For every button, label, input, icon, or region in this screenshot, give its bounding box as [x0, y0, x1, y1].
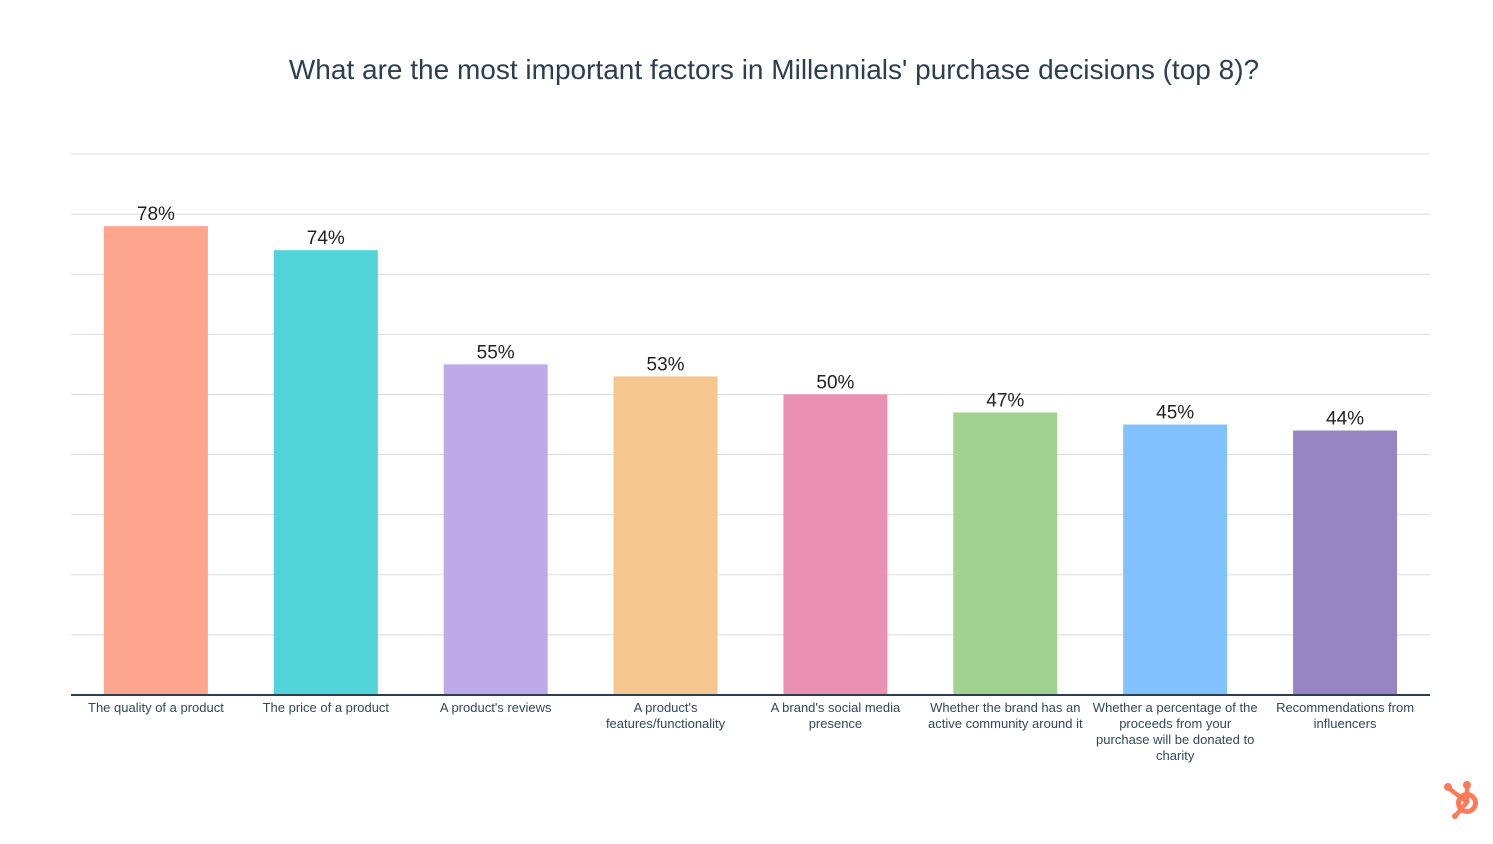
bar-8: [1293, 430, 1398, 695]
chart-title: What are the most important factors in M…: [288, 54, 1260, 85]
category-label-7: Whether a percentage of the proceeds fro…: [1092, 700, 1258, 763]
category-label-5: A brand's social media presence: [770, 700, 901, 731]
bar-6: [953, 412, 1058, 695]
bar-1: [103, 226, 208, 695]
data-label-7: 45%: [1156, 403, 1194, 424]
category-label-2: The price of a product: [262, 700, 390, 715]
hubspot-sprocket-icon: [1444, 781, 1478, 819]
data-label-3: 55%: [477, 342, 515, 363]
bar-2: [273, 250, 378, 695]
bar-3: [443, 364, 548, 695]
bar-5: [783, 394, 888, 695]
data-label-2: 74%: [307, 228, 345, 249]
category-label-8: Recommendations from influencers: [1276, 700, 1415, 731]
data-label-8: 44%: [1326, 409, 1364, 430]
category-label-3: A product's reviews: [439, 700, 552, 715]
bar-7: [1123, 424, 1228, 695]
category-label-4: A product's features/functionality: [605, 700, 726, 731]
data-label-1: 78%: [137, 204, 175, 225]
bar-4: [613, 376, 718, 695]
data-label-5: 50%: [816, 372, 854, 393]
category-label-1: The quality of a product: [88, 700, 224, 715]
category-label-6: Whether the brand has an active communit…: [928, 700, 1083, 731]
data-label-6: 47%: [986, 390, 1024, 411]
data-label-4: 53%: [647, 354, 685, 375]
